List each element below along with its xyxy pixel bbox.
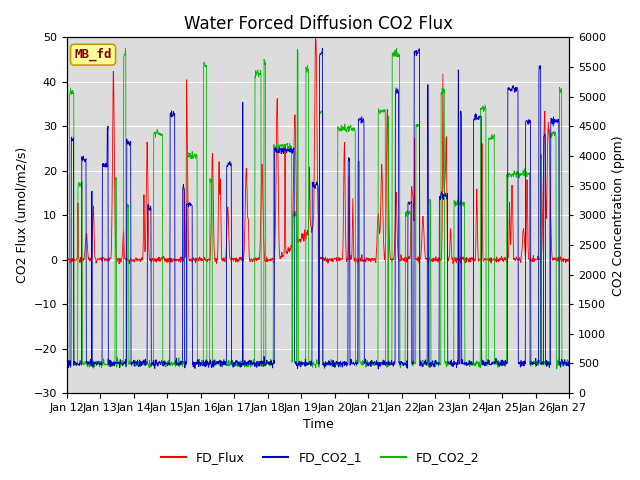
Legend: FD_Flux, FD_CO2_1, FD_CO2_2: FD_Flux, FD_CO2_1, FD_CO2_2 (156, 446, 484, 469)
Text: MB_fd: MB_fd (74, 48, 112, 61)
Y-axis label: CO2 Concentration (ppm): CO2 Concentration (ppm) (612, 135, 625, 296)
Y-axis label: CO2 Flux (umol/m2/s): CO2 Flux (umol/m2/s) (15, 147, 28, 283)
Title: Water Forced Diffusion CO2 Flux: Water Forced Diffusion CO2 Flux (184, 15, 452, 33)
X-axis label: Time: Time (303, 419, 333, 432)
